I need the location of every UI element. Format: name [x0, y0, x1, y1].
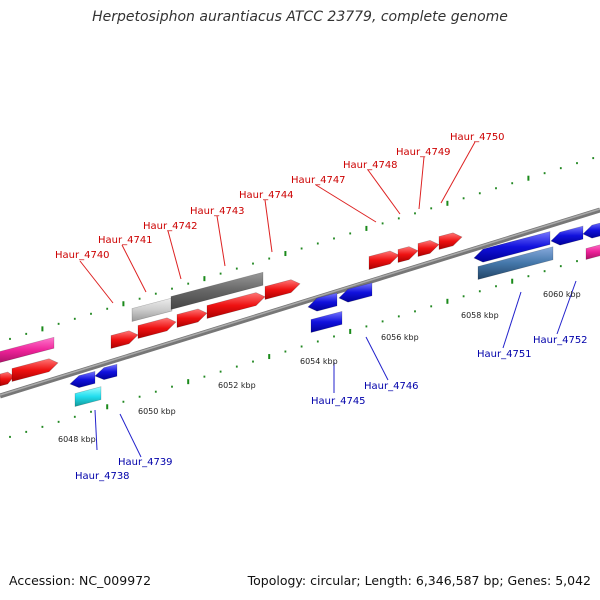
gene-reverse — [473, 231, 551, 263]
gene-steelblue — [477, 246, 554, 280]
gene-label-bottom: Haur_4746 — [364, 381, 419, 392]
gene-magenta-left — [0, 336, 55, 363]
leader-line — [79, 260, 114, 304]
gene-gray-dark — [170, 271, 264, 310]
leader-line — [556, 280, 577, 335]
gene-reverse — [69, 371, 96, 388]
gene-label-bottom: Haur_4738 — [75, 471, 130, 482]
kbp-label: 6050 kbp — [138, 407, 176, 416]
leader-line — [167, 230, 182, 280]
gene-label-top: Haur_4743 — [190, 206, 245, 217]
backbone-highlight — [0, 208, 600, 396]
leader-line — [94, 409, 98, 451]
gene-label-top: Haur_4747 — [291, 175, 346, 186]
leader-line — [418, 156, 425, 210]
leader-line — [264, 199, 273, 253]
gene-label-bottom: Haur_4739 — [118, 457, 173, 468]
gene-forward — [0, 371, 15, 387]
leader-line — [502, 291, 522, 349]
kbp-label: 6052 kbp — [218, 381, 256, 390]
leader-line — [365, 336, 389, 381]
gene-label-top: Haur_4750 — [450, 132, 505, 143]
gene-forward — [438, 232, 463, 250]
leader-line — [121, 244, 147, 293]
gene-forward — [264, 279, 301, 300]
gene-reverse — [582, 222, 600, 239]
leader-line — [440, 141, 476, 204]
gene-forward — [137, 317, 177, 339]
leader-line — [119, 413, 142, 458]
kbp-label: 6048 kbp — [58, 435, 96, 444]
gene-forward — [417, 240, 440, 257]
gene-label-bottom: Haur_4752 — [533, 335, 588, 346]
genome-backbone — [0, 207, 600, 399]
page-title: Herpetosiphon aurantiacus ATCC 23779, co… — [92, 9, 508, 25]
accession-text: Accession: NC_009972 — [9, 573, 152, 588]
kbp-label: 6056 kbp — [381, 333, 419, 342]
gene-label-bottom: Haur_4745 — [311, 396, 366, 407]
gene-label-bottom: Haur_4751 — [477, 349, 532, 360]
leader-line — [216, 215, 226, 267]
gene-forward — [397, 246, 419, 263]
gene-label-top: Haur_4742 — [143, 221, 198, 232]
kbp-label: 6054 kbp — [300, 357, 338, 366]
gene-forward — [11, 358, 59, 382]
leader-line — [315, 184, 377, 223]
gene-label-top: Haur_4748 — [343, 160, 398, 171]
gene-forward — [368, 250, 400, 270]
gene-label-top: Haur_4741 — [98, 235, 153, 246]
gene-reverse — [307, 292, 338, 312]
gene-label-top: Haur_4740 — [55, 250, 110, 261]
gene-forward — [110, 330, 139, 349]
gene-cyan — [74, 386, 102, 407]
gene-magenta-right — [585, 244, 600, 260]
gene-label-top: Haur_4749 — [396, 147, 451, 158]
kbp-scale-labels: 6048 kbp 6050 kbp 6052 kbp 6054 kbp 6056 kbp… — [58, 290, 581, 444]
gene-reverse — [338, 282, 373, 303]
backbone-line — [0, 207, 600, 399]
gene-reverse — [550, 225, 584, 246]
kbp-label: 6060 kbp — [543, 290, 581, 299]
leader-line — [367, 169, 401, 215]
gene-forward — [176, 308, 208, 328]
gene-forward — [206, 292, 266, 319]
scale-ticks — [9, 157, 595, 438]
gene-reverse-box — [310, 310, 343, 333]
gene-features — [0, 222, 600, 407]
gene-reverse — [94, 363, 118, 380]
label-leader-lines — [79, 141, 577, 458]
gene-label-top: Haur_4744 — [239, 190, 294, 201]
gene-labels: Haur_4740 Haur_4741 Haur_4742 Haur_4743 Haur… — [55, 132, 588, 482]
topology-text: Topology: circular; Length: 6,346,587 bp… — [247, 573, 591, 588]
kbp-label: 6058 kbp — [461, 311, 499, 320]
